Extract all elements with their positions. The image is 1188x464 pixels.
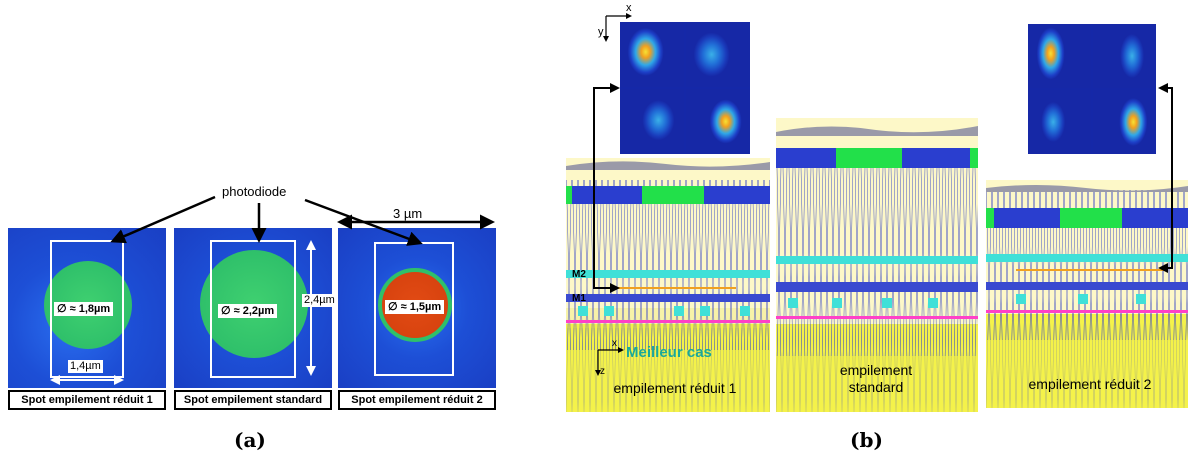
- spot-diameter-label: ∅ ≈ 2,2µm: [218, 304, 278, 318]
- intensity-map-reduced-1: [620, 22, 750, 154]
- stack-cross-section-reduced-2: [986, 180, 1188, 408]
- stack-cross-section-reduced-1: [566, 158, 770, 412]
- xz-axis-icon: [595, 347, 624, 376]
- panel-b-connectors: [593, 83, 1173, 293]
- axis-x-label: x: [626, 2, 632, 14]
- xy-axis-icon: [603, 13, 632, 42]
- spot-panel-standard: ∅ ≈ 2,2µm: [174, 228, 332, 388]
- spot-caption-reduced-1: Spot empilement réduit 1: [8, 390, 166, 410]
- axis-z-label: z: [600, 366, 605, 377]
- stack-label-standard: empilement standard: [839, 362, 913, 395]
- spot-panel-reduced-1: ∅ ≈ 1,8µm 1,4µm: [8, 228, 166, 388]
- metal-m2-label: M2: [572, 269, 586, 280]
- width-3um-label: 3 µm: [393, 206, 423, 221]
- axis-y-label: y: [598, 26, 604, 38]
- spot-caption-standard: Spot empilement standard: [174, 390, 332, 410]
- spot-caption-reduced-2: Spot empilement réduit 2: [338, 390, 496, 410]
- spot-diameter-label: ∅ ≈ 1,5µm: [385, 300, 445, 314]
- panel-a-sublabel: (a): [234, 428, 266, 452]
- panel-b-sublabel: (b): [850, 428, 883, 452]
- stack-cross-section-standard: [776, 118, 978, 412]
- photodiode-width-label: 1,4µm: [68, 360, 103, 373]
- stack-label-reduced-1: empilement réduit 1: [613, 380, 737, 396]
- metal-m1-label: M1: [572, 293, 586, 304]
- spot-diameter-label: ∅ ≈ 1,8µm: [54, 302, 114, 316]
- photodiode-label: photodiode: [222, 184, 287, 199]
- intensity-map-reduced-2: [1028, 24, 1156, 154]
- panel-a-arrows: [50, 195, 495, 385]
- spot-panel-reduced-2: ∅ ≈ 1,5µm: [338, 228, 496, 388]
- axis-x-label-bottom: x: [612, 338, 617, 349]
- stack-label-reduced-2: empilement réduit 2: [1028, 376, 1152, 392]
- best-case-label: Meilleur cas: [626, 344, 712, 361]
- photodiode-height-label: 2,4µm: [302, 294, 337, 307]
